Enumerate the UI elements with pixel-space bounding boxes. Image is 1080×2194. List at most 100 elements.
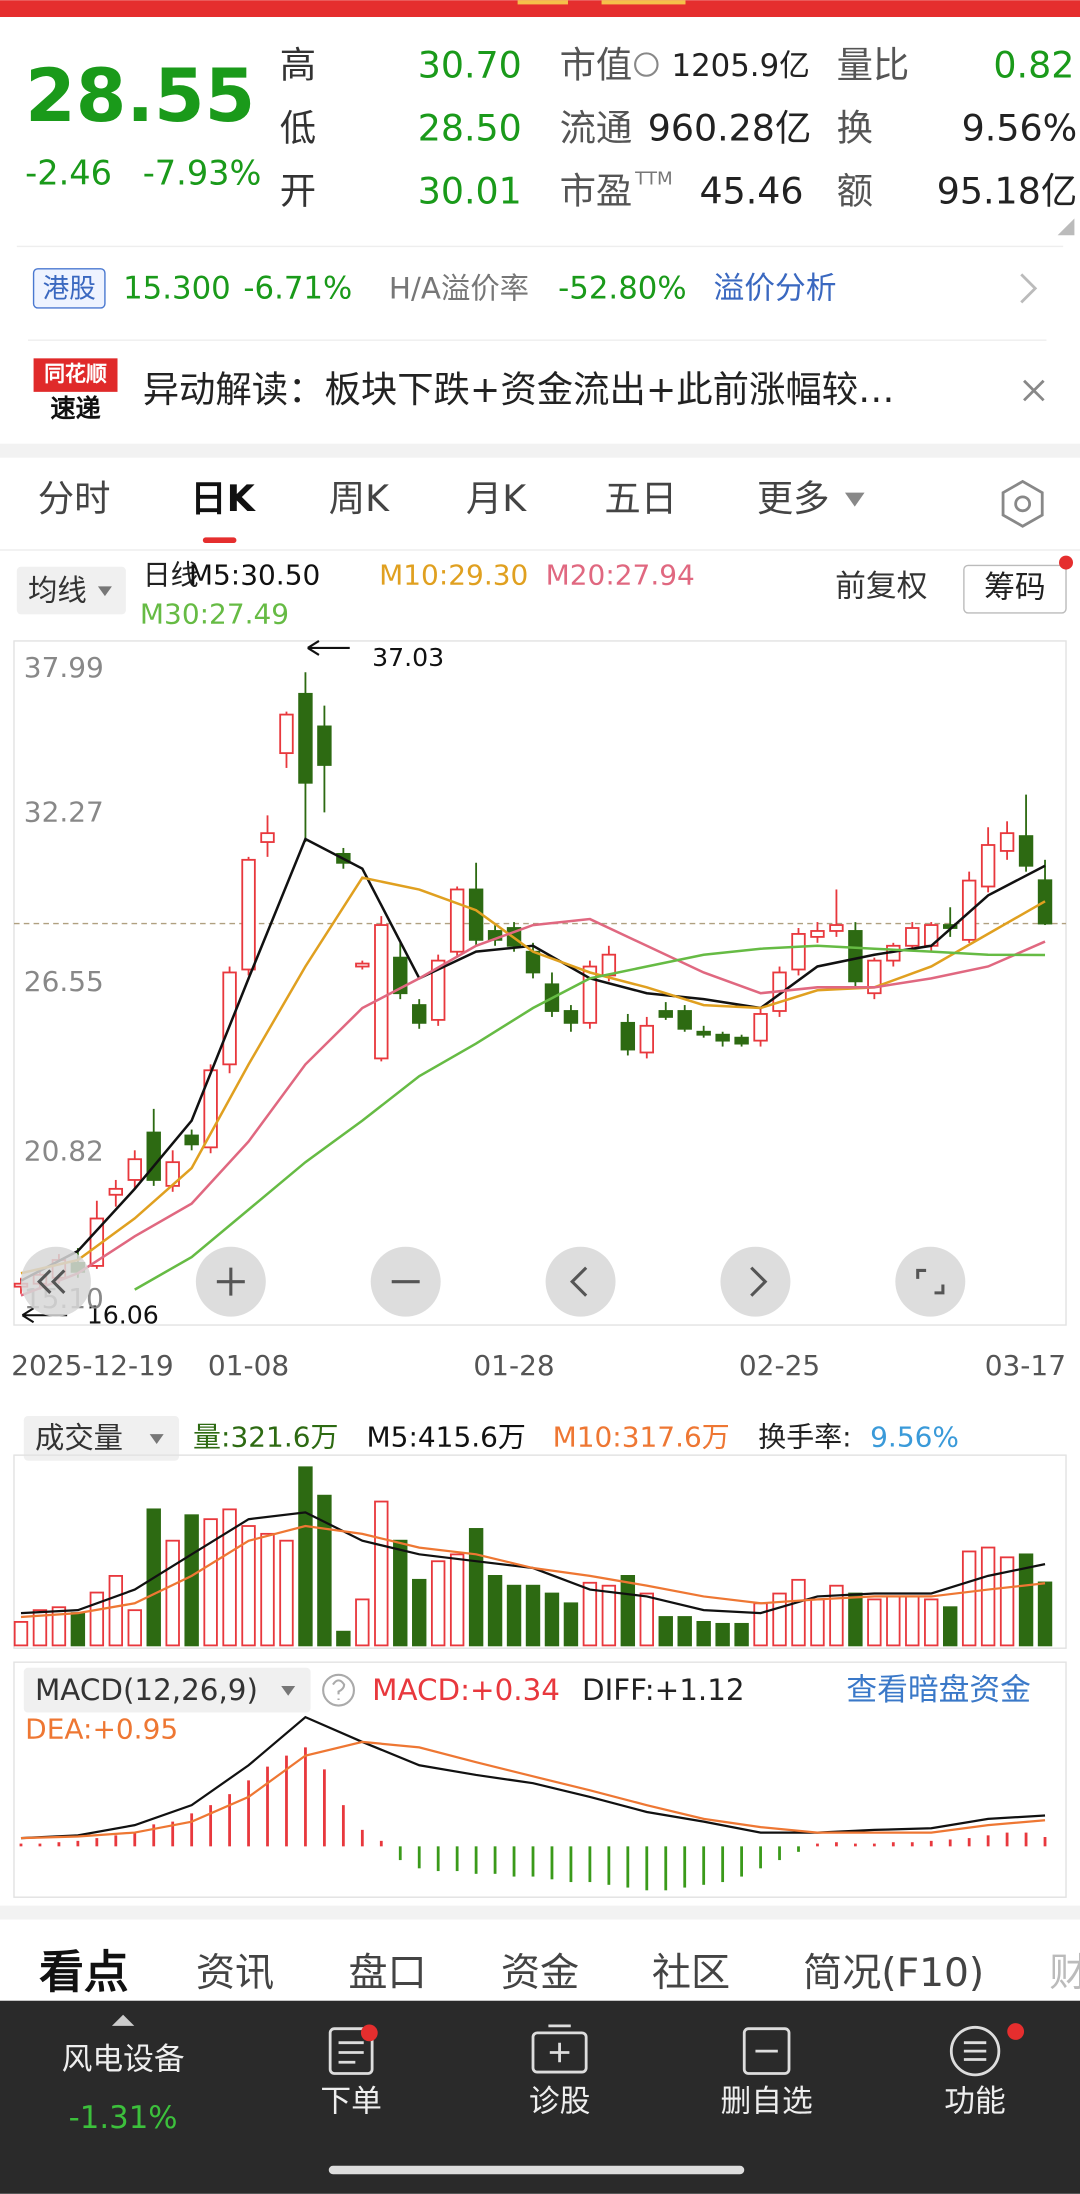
volume-bar xyxy=(658,1616,673,1647)
chart-button-icon xyxy=(36,1269,66,1294)
volume-bar xyxy=(639,1592,654,1647)
candle-body xyxy=(430,959,446,1021)
tab[interactable]: 周K xyxy=(329,477,390,520)
vol-button[interactable] xyxy=(23,1415,180,1461)
bottom-tab[interactable]: 盘口 xyxy=(348,1951,426,1996)
ma-line xyxy=(20,837,1046,1282)
stat-label: 低 xyxy=(280,106,316,149)
candle-body xyxy=(734,1036,749,1045)
bottom-tab[interactable]: 社区 xyxy=(652,1951,730,1996)
order-icon[interactable] xyxy=(328,2027,374,2075)
ma-button-text: 均线 xyxy=(28,573,87,607)
chart-button[interactable] xyxy=(370,1246,441,1317)
tab[interactable]: 五日 xyxy=(604,477,677,520)
chart-button[interactable] xyxy=(195,1246,266,1317)
chart-button-icon xyxy=(216,1267,245,1296)
chart-button-bg[interactable] xyxy=(545,1246,616,1317)
premium-link[interactable]: 溢价分析 xyxy=(713,270,836,306)
ma-label: M20:27.94 xyxy=(546,559,695,592)
volume-bar xyxy=(848,1592,863,1647)
help-icon[interactable] xyxy=(322,1673,355,1707)
chart-button-bg[interactable] xyxy=(720,1246,791,1317)
chart-button[interactable] xyxy=(720,1246,791,1317)
turnover-label: 换手率: xyxy=(758,1420,851,1453)
ma-button[interactable] xyxy=(16,566,126,615)
stat-value: 28.50 xyxy=(418,106,522,149)
volume-bar xyxy=(374,1500,389,1647)
chart-button-bg[interactable] xyxy=(895,1246,966,1317)
ma-label: M10:29.30 xyxy=(379,559,528,592)
volume-bar xyxy=(317,1494,332,1647)
change: -2.46 xyxy=(25,154,112,193)
news-logo xyxy=(33,358,118,392)
candle-body xyxy=(1018,835,1034,867)
volume-bar xyxy=(582,1581,598,1647)
macd-button[interactable] xyxy=(23,1667,311,1713)
stat-value: 960.28亿 xyxy=(648,106,812,149)
chevron[interactable] xyxy=(1020,273,1038,304)
menu-icon xyxy=(963,2041,987,2061)
candle-body xyxy=(355,962,370,968)
close-icon[interactable] xyxy=(1023,379,1045,402)
ma-line xyxy=(134,944,1046,1291)
vol-label: 量:321.6万 xyxy=(193,1420,338,1453)
volume-bar xyxy=(620,1575,636,1647)
stat-value: 9.56% xyxy=(962,106,1078,149)
volume-bar xyxy=(165,1539,180,1647)
bottom-tab-active[interactable]: 看点 xyxy=(39,1946,129,1999)
dropdown xyxy=(149,1434,164,1444)
menu-icon[interactable] xyxy=(949,2025,1001,2077)
nav-item[interactable]: 诊股 xyxy=(529,2083,591,2119)
volume-bar xyxy=(601,1584,617,1647)
logo-bottom: 速递 xyxy=(50,394,101,423)
chart-button[interactable] xyxy=(20,1246,91,1317)
volume-bar xyxy=(563,1602,579,1647)
bottom-tab[interactable]: 简况(F10) xyxy=(803,1951,984,1996)
diff-line xyxy=(20,1715,1046,1840)
candle-body xyxy=(677,1010,692,1030)
home-indicator xyxy=(328,2165,745,2175)
settings-icon[interactable] xyxy=(1001,479,1044,528)
volume-bar xyxy=(961,1550,977,1647)
y-tick-label: 26.55 xyxy=(24,965,104,998)
candle-body xyxy=(241,858,256,971)
stat-label: 市值 xyxy=(560,43,633,86)
candle-body xyxy=(999,832,1015,852)
candle-body xyxy=(620,1021,636,1051)
diagnose-icon[interactable] xyxy=(531,2031,588,2074)
chart-button[interactable] xyxy=(895,1246,966,1317)
nav-item[interactable]: 删自选 xyxy=(720,2083,812,2119)
nav-item[interactable]: 功能 xyxy=(944,2083,1006,2119)
premium: -52.80% xyxy=(558,270,686,306)
chips-button[interactable] xyxy=(963,564,1067,614)
arrow xyxy=(307,640,350,656)
chart-button-icon xyxy=(750,1266,768,1297)
news-text[interactable]: 异动解读：板块下跌+资金流出+此前涨幅较… xyxy=(143,368,895,411)
nav-item[interactable]: 下单 xyxy=(320,2083,382,2119)
chart-button-bg[interactable] xyxy=(20,1246,91,1317)
sector[interactable]: 风电设备 xyxy=(62,2041,185,2077)
chart-button[interactable] xyxy=(545,1246,616,1317)
bottom-tab[interactable]: 资金 xyxy=(501,1951,579,1996)
stats: 高 30.70 低 28.50 开 30.01 市值 1205.9亿 流通 96… xyxy=(280,43,1077,212)
tab[interactable]: 月K xyxy=(466,477,527,520)
tab-active[interactable]: 日K xyxy=(190,477,256,520)
dropdown xyxy=(281,1685,296,1696)
tab[interactable]: 分时 xyxy=(38,477,111,520)
tab[interactable]: 更多 xyxy=(757,477,830,520)
info-icon[interactable] xyxy=(634,52,659,77)
candle-body xyxy=(108,1187,124,1196)
bottom-tab[interactable]: 资讯 xyxy=(196,1951,274,1996)
remove-icon[interactable] xyxy=(742,2027,791,2075)
macd-frame xyxy=(13,1661,1067,1898)
y-tick-label: 32.27 xyxy=(24,795,104,828)
help-icon xyxy=(332,1679,346,1700)
macd-link[interactable]: 查看暗盘资金 xyxy=(846,1672,1031,1708)
bottom-tab[interactable]: 财 xyxy=(1049,1951,1080,1996)
volume-frame xyxy=(13,1454,1067,1649)
volume-bar xyxy=(905,1595,920,1647)
low-label: 16.06 xyxy=(87,1301,159,1330)
x-tick-label: 2025-12-19 xyxy=(11,1349,174,1382)
gap xyxy=(0,443,1080,458)
adjust[interactable]: 前复权 xyxy=(835,568,927,604)
